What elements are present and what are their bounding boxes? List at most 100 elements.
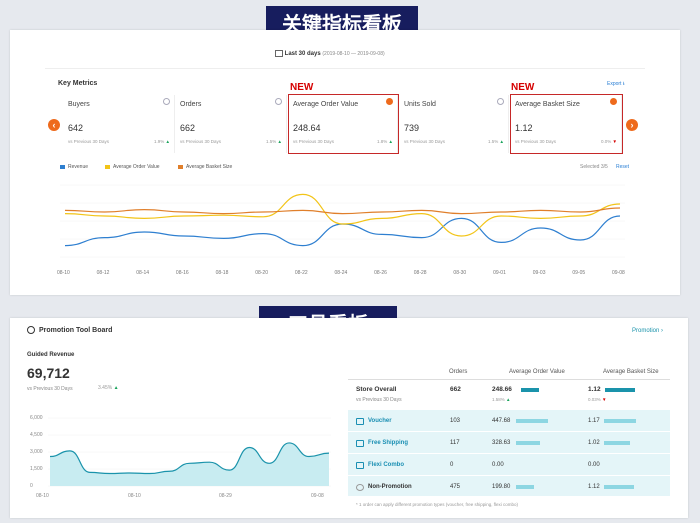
row-abs: 1.12 (588, 484, 600, 490)
store-abs-pct: 0.03% ▼ (588, 397, 607, 402)
checkbox-icon (610, 98, 617, 105)
x-tick-label: 08-28 (413, 270, 427, 276)
promo-title: Promotion Tool Board (39, 326, 113, 334)
col-header-abs: Average Basket Size (603, 369, 659, 375)
x-tick-label: 08-22 (294, 270, 308, 276)
prev-arrow-icon[interactable]: ‹ (48, 119, 60, 131)
row-aov: 0.00 (492, 462, 504, 468)
metric-card-aov[interactable]: Average Order Value 248.64 vs Previous 3… (288, 94, 399, 154)
row-aov: 199.80 (492, 484, 511, 490)
store-abs-bar (605, 388, 635, 392)
row-aov: 328.63 (492, 440, 511, 446)
x-tick-label: 09-08 (612, 270, 625, 276)
y-tick-label: 6,000 (30, 415, 43, 421)
row-abs-bar (604, 419, 636, 423)
metric-card-units-sold[interactable]: Units Sold 739 vs Previous 30 Days 1.5% … (400, 95, 509, 153)
store-aov-pct: 1.58% ▲ (492, 397, 511, 402)
row-abs: 1.02 (588, 440, 600, 446)
metric-label: Average Basket Size (515, 101, 580, 108)
guided-revenue-title: Guided Revenue (27, 352, 75, 358)
calendar-icon (275, 50, 283, 57)
selected-count: Selected 3/5 (580, 164, 608, 170)
guided-revenue-value: 69,712 (27, 365, 70, 381)
metric-compare: vs Previous 30 Days (293, 139, 335, 144)
x-tick-label: 08-16 (175, 270, 189, 276)
row-label: Flexi Combo (368, 462, 405, 468)
metric-card-abs[interactable]: Average Basket Size 1.12 vs Previous 30 … (510, 94, 623, 154)
legend-swatch (178, 165, 183, 169)
promo-row-flexi-combo[interactable]: Flexi Combo 0 0.00 0.00 (348, 454, 670, 476)
next-arrow-icon[interactable]: › (626, 119, 638, 131)
checkbox-icon (163, 98, 170, 105)
promo-row-voucher[interactable]: Voucher 103 447.68 1.17 (348, 410, 670, 432)
promo-row-non-promotion[interactable]: Non-Promotion 475 199.80 1.12 (348, 476, 670, 496)
metric-value: 662 (180, 123, 196, 133)
x-tick-label: 09-08 (311, 493, 324, 499)
checkbox-icon (275, 98, 282, 105)
row-aov-bar (516, 419, 548, 423)
x-tick-label: 08-10 (128, 493, 141, 499)
store-abs: 1.12 (588, 386, 601, 393)
row-aov-bar (516, 485, 534, 489)
legend-revenue[interactable]: Revenue (60, 164, 88, 170)
metric-card-orders[interactable]: Orders 662 vs Previous 30 Days 1.5% ▲ (176, 95, 287, 153)
metric-label: Buyers (68, 101, 90, 108)
x-tick-label: 08-18 (215, 270, 229, 276)
store-overall-row: Store Overall vs Previous 30 Days 662 24… (348, 382, 670, 406)
key-metrics-panel (10, 30, 680, 295)
metric-value: 1.12 (515, 123, 533, 133)
row-aov-bar (516, 441, 540, 445)
x-tick-label: 08-12 (96, 270, 110, 276)
truck-icon (356, 440, 364, 447)
guided-compare: vs Previous 30 Days (27, 386, 73, 392)
promotion-link[interactable]: Promotion › (632, 328, 664, 334)
reset-link[interactable]: Reset (616, 164, 630, 170)
date-label: Last 30 days (284, 51, 321, 58)
x-tick-label: 08-14 (136, 270, 150, 276)
promotion-icon (27, 326, 35, 334)
legend-abs[interactable]: Average Basket Size (178, 164, 232, 170)
row-abs: 1.17 (588, 418, 600, 424)
row-label: Non-Promotion (368, 484, 412, 490)
y-tick-label: 1,500 (30, 466, 43, 472)
y-tick-label: 3,000 (30, 449, 43, 455)
store-overall-label: Store Overall (356, 386, 397, 393)
metric-value: 642 (68, 123, 84, 133)
metric-label: Orders (180, 101, 202, 108)
x-tick-label: 08-30 (453, 270, 467, 276)
promo-row-free-shipping[interactable]: Free Shipping 117 328.63 1.02 (348, 432, 670, 454)
row-label: Free Shipping (368, 440, 409, 446)
legend-swatch (105, 165, 110, 169)
y-tick-label: 4,500 (30, 432, 43, 438)
x-tick-label: 09-03 (532, 270, 546, 276)
metric-card-buyers[interactable]: Buyers 642 vs Previous 30 Days 1.9% ▲ (64, 95, 175, 153)
date-range: (2019-08-10 — 2019-09-08) (322, 51, 385, 58)
guided-revenue-area-chart (48, 417, 331, 487)
voucher-icon (356, 418, 364, 425)
x-tick-label: 08-10 (57, 270, 70, 276)
metric-pct: 1.5% ▲ (488, 139, 504, 144)
export-link[interactable]: Export ⭳ (607, 81, 625, 87)
store-aov-bar (521, 388, 539, 392)
area-fill (50, 442, 329, 486)
circle-icon (356, 484, 364, 491)
combo-icon (356, 462, 364, 469)
key-metrics-line-chart (60, 184, 625, 258)
metric-label: Average Order Value (293, 101, 359, 108)
series-line-revenue (64, 215, 621, 247)
x-tick-label: 08-20 (255, 270, 268, 276)
row-orders: 0 (450, 462, 454, 468)
row-orders: 103 (450, 418, 461, 424)
key-metrics-title: Key Metrics (58, 80, 98, 87)
date-selector[interactable]: Last 30 days (2019-08-10 — 2019-09-08) (275, 50, 385, 57)
row-orders: 475 (450, 484, 461, 490)
row-abs-bar (604, 441, 630, 445)
col-header-orders: Orders (449, 369, 468, 375)
legend-aov[interactable]: Average Order Value (105, 164, 160, 170)
store-orders: 662 (450, 386, 461, 393)
checkbox-icon (386, 98, 393, 105)
row-abs-bar (604, 485, 634, 489)
metric-compare: vs Previous 30 Days (404, 139, 446, 144)
x-tick-label: 09-01 (493, 270, 506, 276)
x-tick-label: 08-29 (219, 493, 232, 499)
